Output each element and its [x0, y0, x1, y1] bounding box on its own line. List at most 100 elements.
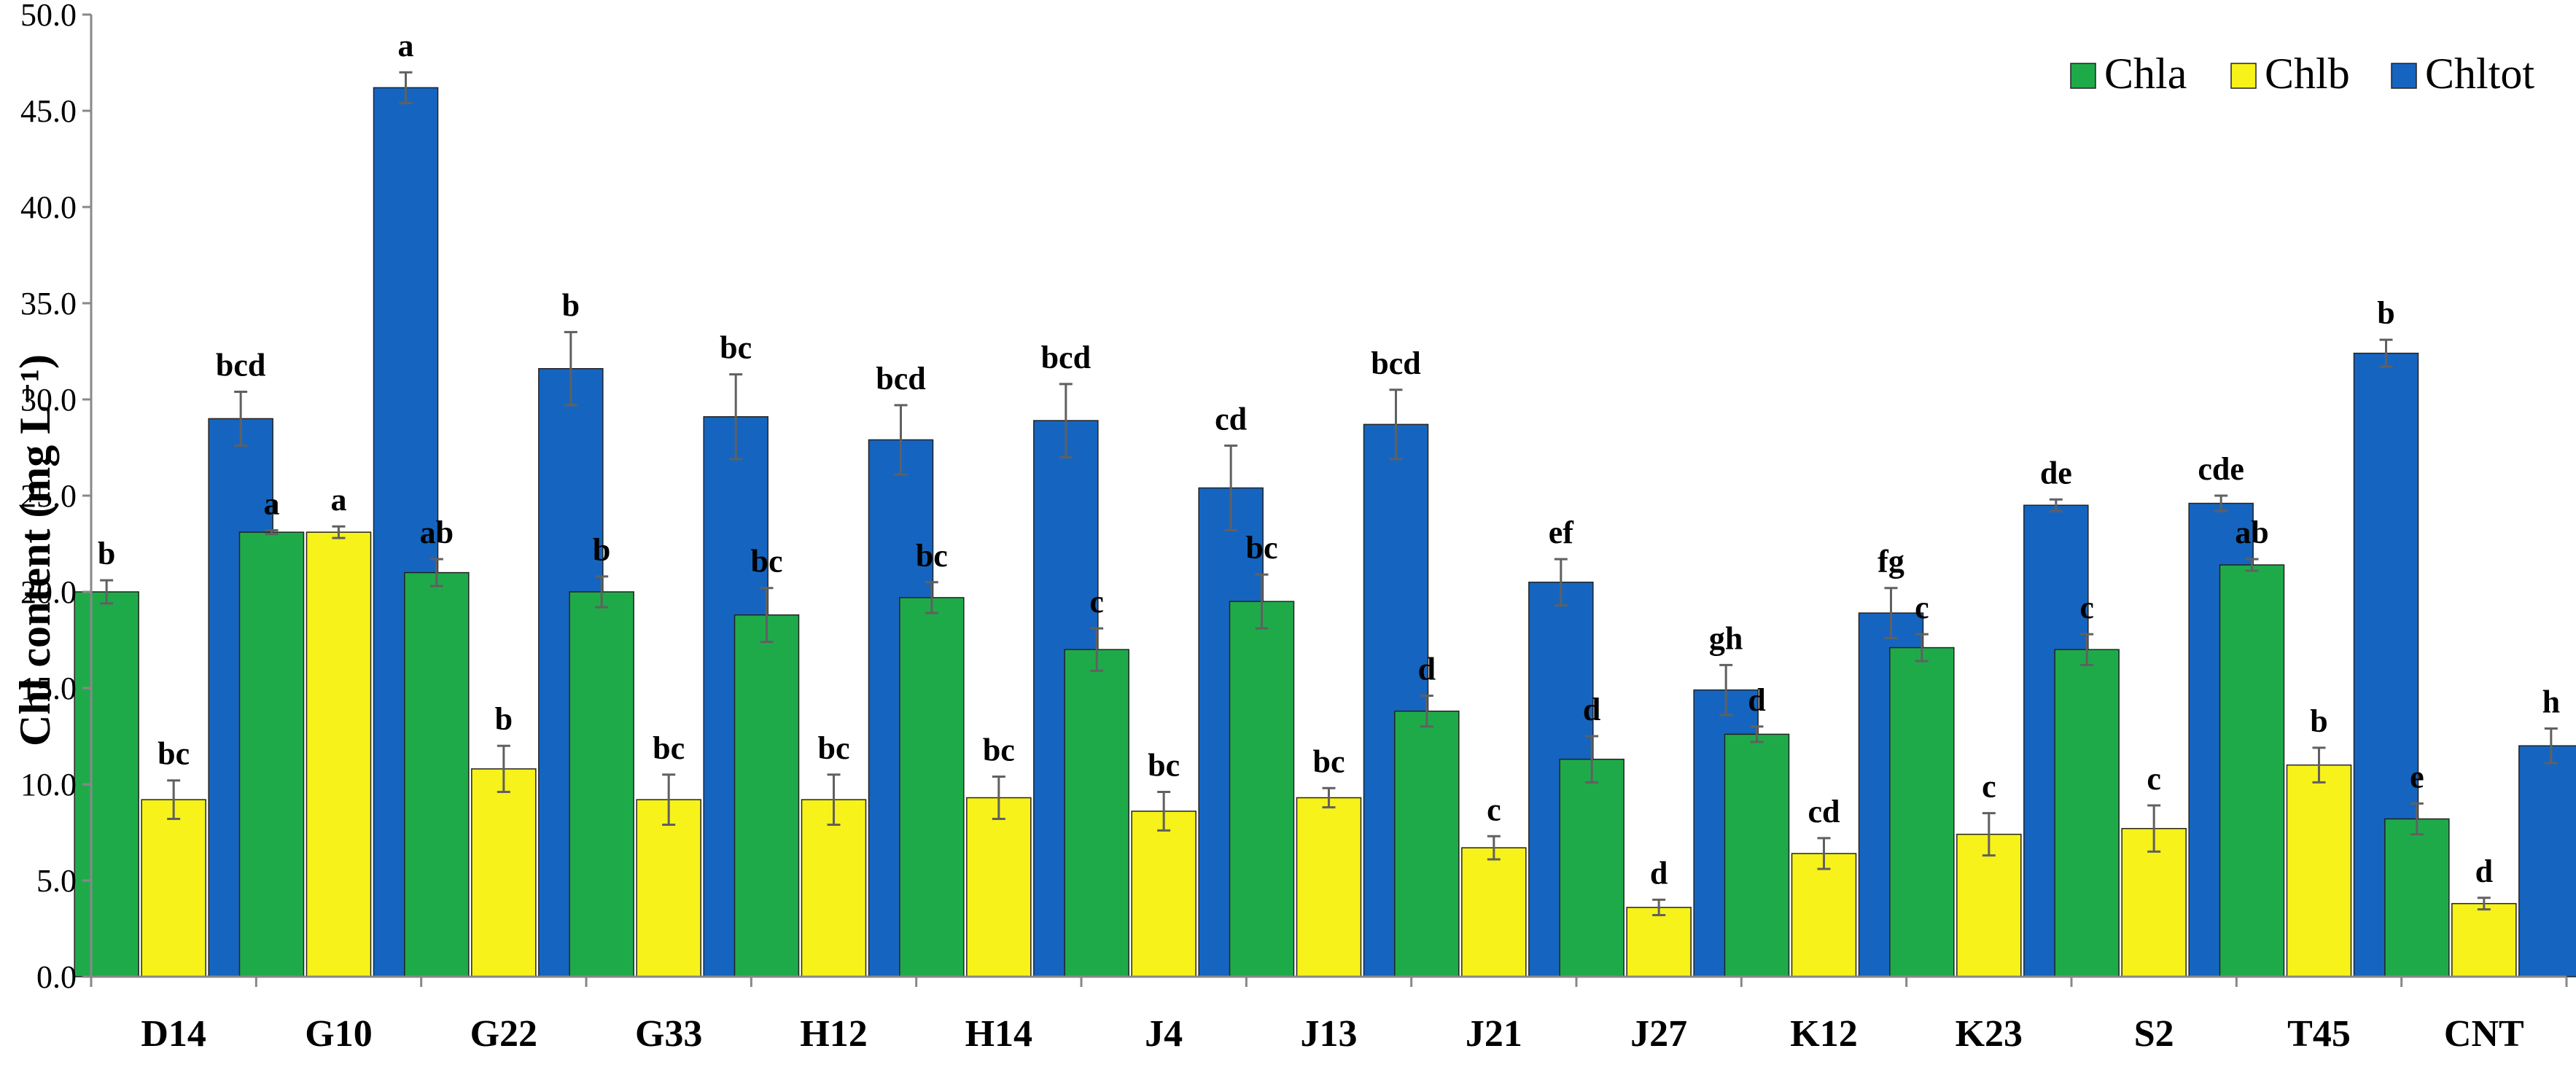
legend-swatch-chlb [2230, 63, 2257, 89]
error-bar [1090, 627, 1104, 672]
error-bar [1322, 786, 1336, 809]
bar-chla-j13 [1229, 601, 1295, 977]
error-bar [760, 587, 774, 644]
bar-chla-g22 [404, 571, 470, 977]
x-tick-label: G22 [470, 1013, 537, 1055]
error-bar [992, 775, 1005, 821]
x-tick-label: H14 [965, 1013, 1032, 1055]
x-tick-label: T45 [2287, 1013, 2351, 1055]
error-bar [2245, 558, 2259, 572]
significance-label: a [264, 486, 280, 522]
y-tick-label: 0.0 [36, 959, 77, 995]
axes [82, 13, 2568, 987]
error-bar [1817, 837, 1831, 870]
legend-label-chlb: Chlb [2265, 50, 2350, 98]
bars [74, 87, 2576, 977]
error-bar [827, 773, 841, 826]
significance-label: c [2147, 761, 2161, 797]
error-bar [1750, 725, 1764, 743]
x-tick-label: G33 [635, 1013, 702, 1055]
x-tick-label: J13 [1301, 1013, 1358, 1055]
error-bar [662, 773, 676, 826]
significance-label: bcd [216, 347, 265, 383]
error-bar [1255, 573, 1269, 630]
significance-label: c [1915, 590, 1929, 625]
x-tick-label: CNT [2444, 1013, 2524, 1055]
error-bar [2312, 746, 2326, 784]
error-bar [2080, 633, 2094, 666]
significance-label: c [2079, 590, 2094, 625]
error-bar [1059, 383, 1073, 458]
significance-label: bc [751, 544, 783, 579]
error-bar [1420, 695, 1433, 728]
x-tick-label: J21 [1466, 1013, 1522, 1055]
error-bar [399, 71, 413, 104]
significance-label: bc [157, 736, 190, 772]
y-tick-label: 40.0 [20, 190, 77, 225]
significance-label: c [1487, 792, 1501, 827]
significance-label: bc [1148, 748, 1180, 784]
error-bar [2379, 338, 2393, 368]
x-tick-label: J27 [1630, 1013, 1687, 1055]
error-bar [1157, 791, 1171, 832]
legend-label-chltot: Chltot [2425, 50, 2534, 98]
y-tick-label: 50.0 [20, 0, 77, 33]
significance-label: b [562, 288, 580, 324]
significance-label: bc [818, 730, 850, 766]
bar-chla-t45 [2219, 564, 2285, 977]
tick-labels: 0.0 5.0 10.0 15.0 20.0 25.0 30.0 35.0 40.0 45.0 50… [20, 0, 2524, 1055]
significance-label: de [2040, 455, 2072, 491]
x-tick-label: J4 [1145, 1013, 1183, 1055]
error-bar [925, 581, 938, 614]
error-bar [2147, 804, 2161, 853]
significance-label: bcd [1041, 340, 1091, 375]
bar-chlb-d14 [141, 799, 206, 977]
bar-chlb-h12 [801, 799, 867, 977]
significance-label: a [331, 482, 347, 518]
significance-label: bc [653, 730, 685, 766]
error-bar [1982, 812, 1996, 857]
x-tick-label: K12 [1790, 1013, 1857, 1055]
bar-chlb-k12 [1791, 853, 1857, 977]
significance-label: b [2310, 703, 2327, 739]
error-bar [1389, 388, 1403, 461]
error-bar [2214, 494, 2228, 512]
significance-label: bcd [1371, 345, 1420, 381]
y-tick-label: 15.0 [20, 671, 77, 706]
bar-chlb-j27 [1626, 907, 1692, 977]
significance-label: cd [1808, 794, 1840, 829]
error-bar [2477, 897, 2491, 911]
error-bar [332, 525, 346, 539]
bar-chlb-cnt [2451, 902, 2517, 977]
significance-label: c [1089, 584, 1104, 620]
legend: Chla Chlb Chltot [2070, 50, 2534, 98]
significance-label: d [1583, 692, 1600, 727]
x-tick-label: S2 [2134, 1013, 2174, 1055]
significance-label: d [1650, 855, 1668, 891]
y-axis-label: Chl content (mg L⁻¹) [11, 354, 59, 746]
y-tick-label: 45.0 [20, 93, 77, 129]
bar-chlb-s2 [2121, 827, 2187, 977]
bar-chla-h14 [899, 597, 965, 977]
error-bar [595, 575, 609, 609]
bar-chlb-g33 [636, 799, 701, 977]
y-tick-label: 20.0 [20, 574, 77, 610]
error-bar [564, 331, 577, 407]
significance-label: ef [1549, 515, 1575, 550]
significance-label: fg [1877, 544, 1904, 579]
bar-chla-k23 [1889, 647, 1955, 977]
bar-chla-cnt [2384, 818, 2450, 977]
significance-label: a [398, 28, 414, 63]
bar-chlb-j13 [1296, 797, 1362, 977]
error-bar [1915, 633, 1929, 663]
bar-chlb-j21 [1461, 847, 1527, 977]
significance-label: b [495, 701, 513, 737]
error-bar [429, 558, 443, 587]
error-bar [265, 529, 279, 536]
x-tick-label: H12 [800, 1013, 867, 1055]
error-bar [1224, 444, 1238, 532]
y-tick-label: 10.0 [20, 767, 77, 802]
error-bar [1884, 587, 1898, 639]
